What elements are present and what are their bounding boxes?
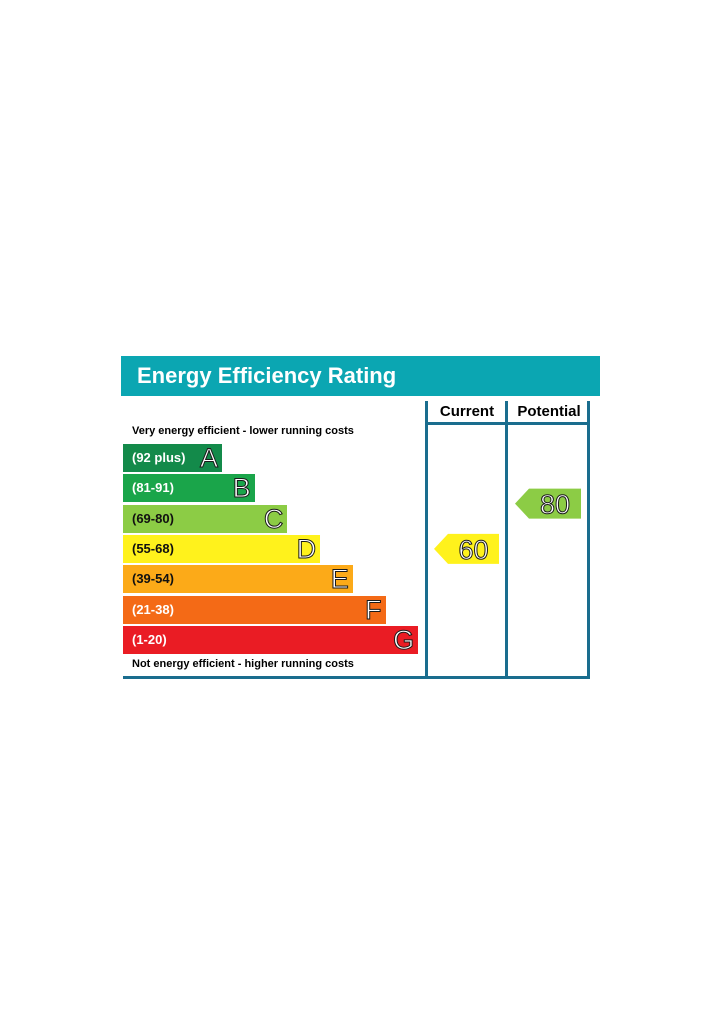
current-rating-arrow: 60 — [434, 533, 499, 565]
band-letter: A — [199, 443, 218, 474]
divider-middle — [505, 401, 508, 679]
header-underline — [425, 422, 590, 425]
divider-right — [587, 401, 590, 679]
potential-rating-arrow: 80 — [515, 488, 581, 520]
band-g: (1-20) G — [123, 624, 419, 655]
band-letter: E — [330, 564, 349, 595]
band-b: (81-91) B — [123, 473, 255, 504]
band-range-label: (1-20) — [132, 631, 167, 647]
top-caption: Very energy efficient - lower running co… — [132, 425, 354, 437]
band-d: (55-68) D — [123, 533, 321, 564]
band-range-label: (21-38) — [132, 601, 174, 617]
band-a: (92 plus) A — [123, 443, 222, 474]
current-column-header: Current — [439, 403, 495, 420]
band-letter: G — [393, 624, 415, 655]
current-rating-arrow-value: 60 — [458, 535, 488, 565]
band-range-label: (39-54) — [132, 571, 174, 587]
band-range-label: (92 plus) — [132, 450, 186, 465]
band-f: (21-38) F — [123, 594, 386, 625]
band-letter: C — [263, 503, 284, 534]
potential-column-header: Potential — [517, 403, 581, 420]
bottom-caption: Not energy efficient - higher running co… — [132, 658, 354, 670]
chart-title: Energy Efficiency Rating — [121, 356, 600, 396]
band-letter: B — [232, 473, 251, 504]
band-e: (39-54) E — [123, 564, 353, 595]
band-letter: D — [296, 533, 317, 564]
band-c: (69-80) C — [123, 503, 288, 534]
band-letter: F — [365, 594, 382, 625]
divider-left — [425, 401, 428, 679]
band-range-label: (55-68) — [132, 540, 174, 556]
bottom-border — [123, 676, 590, 679]
band-range-label: (69-80) — [132, 510, 174, 526]
band-range-label: (81-91) — [132, 480, 174, 496]
potential-rating-arrow-value: 80 — [540, 490, 570, 520]
